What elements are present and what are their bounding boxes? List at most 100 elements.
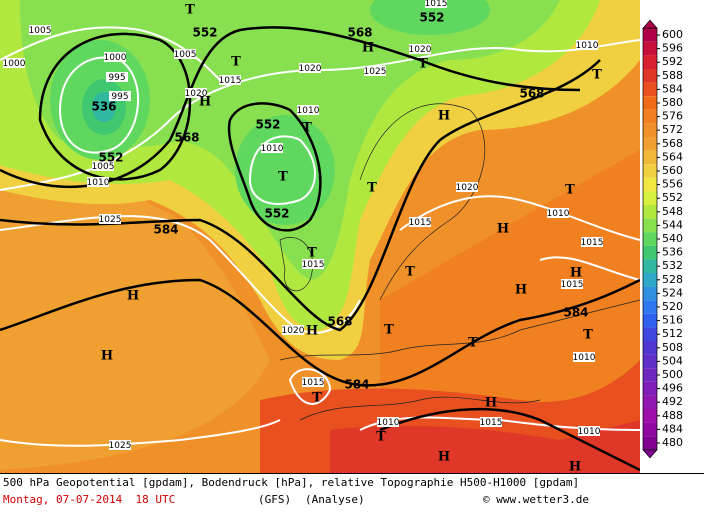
contour-label: 584	[153, 223, 178, 237]
isobar-label-box	[104, 52, 126, 62]
legend-label: 556	[662, 178, 683, 191]
footer-copyright: © www.wetter3.de	[483, 493, 589, 506]
contour	[0, 59, 601, 332]
contour-label: 584	[563, 306, 588, 320]
legend-frame	[642, 27, 658, 451]
legend-swatch	[643, 395, 657, 409]
pressure-center: H	[570, 266, 582, 281]
map: 1005 1000 1000 995 995 1005 1015 1020 1025 1020 10…	[0, 0, 641, 475]
legend-label: 540	[662, 232, 683, 245]
pressure-center: T	[302, 121, 312, 136]
isobar	[0, 419, 281, 447]
footer-run: (Analyse)	[305, 493, 365, 506]
legend-label: 492	[662, 395, 683, 408]
contour-label: 536	[91, 100, 116, 114]
isobar-label-box	[99, 214, 121, 224]
legend-label: 532	[662, 259, 683, 272]
isobar-label-box	[425, 0, 447, 8]
isobar-label-box	[573, 352, 595, 362]
isobar-label-box	[302, 377, 324, 387]
legend-swatch	[643, 150, 657, 165]
isobar	[58, 56, 140, 154]
legend-label: 536	[662, 246, 683, 259]
contour	[0, 26, 581, 189]
region-540	[235, 115, 335, 225]
legend-swatch	[643, 300, 657, 314]
isobar-label: 1020	[409, 45, 432, 55]
isobar	[248, 135, 316, 205]
pressure-center: H	[515, 283, 527, 298]
legend-label: 520	[662, 300, 683, 313]
coastline	[299, 396, 541, 421]
isobar-label-box	[109, 91, 131, 101]
legend-swatch	[643, 191, 657, 205]
contour	[379, 407, 641, 472]
isobar-label: 1015	[409, 218, 432, 228]
color-legend: 6005965925885845805765725685645605565525…	[642, 19, 683, 459]
legend-label: 572	[662, 123, 683, 136]
legend-label: 544	[662, 218, 683, 231]
pressure-center: T	[418, 57, 428, 72]
isobar-label: 1015	[425, 0, 448, 9]
isobar-label-box	[92, 161, 114, 171]
pressure-center: H	[485, 396, 497, 411]
legend-label: 600	[662, 28, 683, 41]
legend-swatch	[643, 218, 657, 233]
legend-label: 548	[662, 205, 683, 218]
coastline	[279, 237, 313, 292]
isobar-label-box	[106, 72, 128, 82]
isobar-label: 1000	[104, 53, 127, 63]
isobar-label-box	[409, 44, 431, 54]
isobar-label: 1025	[99, 215, 122, 225]
isobar-label: 1010	[573, 353, 596, 363]
isobar	[0, 26, 221, 81]
contour-label: 552	[255, 118, 280, 132]
legend-label: 596	[662, 42, 683, 55]
legend-swatch	[643, 259, 657, 273]
legend-label: 588	[662, 69, 683, 82]
legend-label: 500	[662, 368, 683, 381]
legend-swatch	[643, 436, 657, 450]
isobar-label: 1010	[261, 144, 284, 154]
isobar-label-box	[302, 259, 324, 269]
legend-swatch	[643, 245, 657, 260]
isobar	[399, 195, 641, 241]
isobar-label: 1015	[561, 280, 584, 290]
isobar-label: 1000	[3, 59, 26, 69]
isobar-label: 1025	[364, 67, 387, 77]
isobar-label-box	[456, 182, 478, 192]
legend-label: 564	[662, 150, 683, 163]
legend-swatch	[643, 422, 657, 437]
legend-swatch	[643, 286, 657, 301]
legend-swatch	[643, 109, 657, 124]
legend-label: 552	[662, 191, 683, 204]
isobar-label-box	[480, 417, 502, 427]
isobar-label-box	[185, 88, 207, 98]
legend-label: 508	[662, 341, 683, 354]
legend-swatch	[643, 341, 657, 355]
legend-label: 576	[662, 110, 683, 123]
pressure-center: T	[185, 3, 195, 18]
pressure-center: T	[592, 68, 602, 83]
isobar-label: 1010	[87, 178, 110, 188]
isobar-label-box	[561, 279, 583, 289]
pressure-center: T	[367, 181, 377, 196]
isobar-label: 995	[111, 92, 128, 102]
pressure-center: T	[468, 336, 478, 351]
legend-swatch	[643, 354, 657, 369]
isobar-label: 1010	[578, 427, 601, 437]
contour	[0, 278, 641, 387]
region-540	[370, 0, 490, 35]
pressure-center: H	[362, 41, 374, 56]
isobar-label: 1020	[185, 89, 208, 99]
isobar	[0, 215, 361, 334]
footer-date: Montag, 07-07-2014 18 UTC	[3, 493, 175, 506]
isobar-label: 1010	[297, 106, 320, 116]
isobar-label: 1005	[29, 26, 52, 36]
isobar-label-box	[576, 40, 598, 50]
pressure-center: T	[312, 391, 322, 406]
isobar-label: 1020	[282, 326, 305, 336]
isobar-label: 1010	[547, 209, 570, 219]
pressure-center: H	[101, 349, 113, 364]
